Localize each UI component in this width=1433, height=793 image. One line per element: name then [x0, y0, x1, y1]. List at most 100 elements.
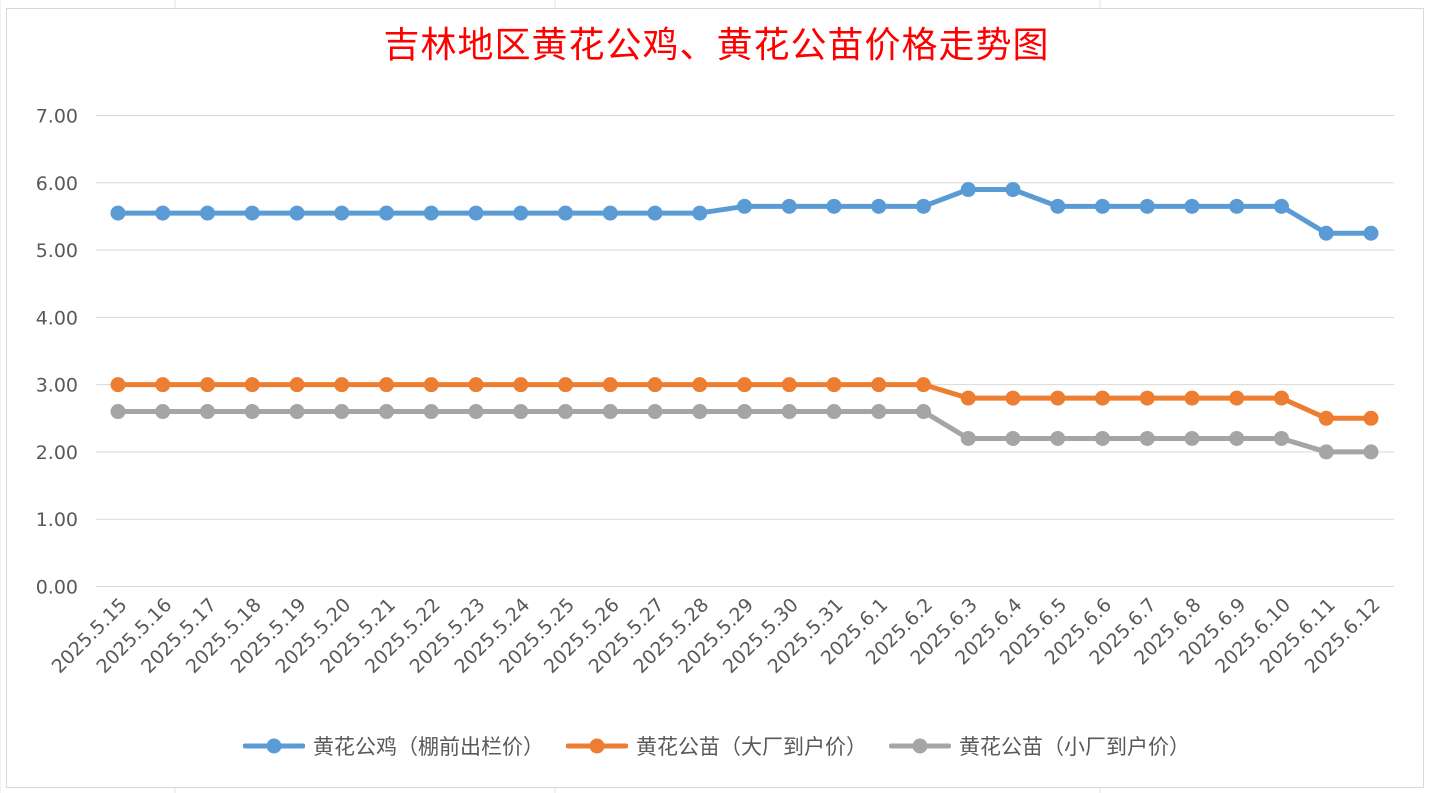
data-point-series-2 — [826, 377, 842, 393]
legend-swatch — [889, 738, 951, 754]
data-point-series-3 — [289, 404, 305, 420]
legend-item-1[interactable]: 黄花公鸡（棚前出栏价） — [243, 731, 544, 761]
data-point-series-2 — [647, 377, 663, 393]
data-point-series-3 — [1274, 430, 1289, 446]
data-point-series-2 — [1050, 390, 1066, 406]
data-point-series-2 — [1318, 410, 1334, 426]
y-tick-label: 0.00 — [36, 577, 78, 599]
data-point-series-3 — [513, 404, 529, 420]
data-point-series-3 — [737, 404, 752, 420]
data-point-series-2 — [334, 377, 350, 393]
data-point-series-3 — [558, 404, 573, 420]
data-point-series-1 — [244, 205, 260, 221]
data-point-series-1 — [871, 198, 887, 214]
data-point-series-2 — [1229, 390, 1245, 406]
data-point-series-1 — [200, 205, 215, 221]
data-point-series-1 — [513, 205, 529, 221]
data-point-series-1 — [1005, 182, 1021, 198]
data-point-series-1 — [289, 205, 305, 221]
data-point-series-2 — [155, 377, 171, 393]
data-point-series-3 — [1050, 430, 1066, 446]
data-point-series-2 — [379, 377, 394, 393]
data-point-series-1 — [781, 198, 797, 214]
data-point-series-1 — [737, 198, 752, 214]
data-point-series-2 — [1184, 390, 1200, 406]
legend-item-3[interactable]: 黄花公苗（小厂到户价） — [889, 731, 1190, 761]
data-point-series-3 — [1095, 430, 1110, 446]
data-point-series-3 — [602, 404, 618, 420]
data-point-series-3 — [826, 404, 842, 420]
data-point-series-3 — [244, 404, 260, 420]
data-point-series-3 — [110, 404, 126, 420]
data-point-series-3 — [1139, 430, 1155, 446]
data-point-series-2 — [468, 377, 484, 393]
data-point-series-1 — [110, 205, 126, 221]
data-point-series-3 — [916, 404, 931, 420]
data-point-series-1 — [423, 205, 439, 221]
legend-item-2[interactable]: 黄花公苗（大厂到户价） — [566, 731, 867, 761]
data-point-series-2 — [602, 377, 618, 393]
data-point-series-1 — [1139, 198, 1155, 214]
data-point-series-3 — [1005, 430, 1021, 446]
y-tick-label: 7.00 — [36, 106, 78, 128]
legend-label: 黄花公苗（小厂到户价） — [959, 735, 1190, 759]
legend-swatch — [566, 738, 628, 754]
data-point-series-2 — [1139, 390, 1155, 406]
data-point-series-1 — [960, 182, 976, 198]
data-point-series-1 — [647, 205, 663, 221]
data-point-series-1 — [334, 205, 350, 221]
y-tick-label: 2.00 — [36, 442, 78, 464]
data-point-series-1 — [155, 205, 171, 221]
data-point-series-2 — [781, 377, 797, 393]
data-point-series-2 — [289, 377, 305, 393]
data-point-series-3 — [334, 404, 350, 420]
data-point-series-3 — [692, 404, 708, 420]
data-point-series-1 — [602, 205, 618, 221]
data-point-series-2 — [244, 377, 260, 393]
data-point-series-2 — [737, 377, 752, 393]
data-point-series-3 — [647, 404, 663, 420]
y-tick-label: 5.00 — [36, 240, 78, 262]
data-point-series-1 — [558, 205, 573, 221]
data-point-series-2 — [871, 377, 887, 393]
legend-label: 黄花公鸡（棚前出栏价） — [313, 735, 544, 759]
legend-swatch — [243, 738, 305, 754]
data-point-series-1 — [826, 198, 842, 214]
data-point-series-3 — [1184, 430, 1200, 446]
data-point-series-2 — [423, 377, 439, 393]
data-point-series-2 — [1274, 390, 1289, 406]
data-point-series-1 — [379, 205, 394, 221]
data-point-series-2 — [916, 377, 931, 393]
data-point-series-2 — [1095, 390, 1110, 406]
data-point-series-2 — [110, 377, 126, 393]
data-point-series-1 — [916, 198, 931, 214]
data-point-series-3 — [781, 404, 797, 420]
data-point-series-2 — [558, 377, 573, 393]
data-point-series-1 — [1363, 225, 1379, 241]
y-tick-label: 1.00 — [36, 509, 78, 531]
data-point-series-2 — [513, 377, 529, 393]
data-point-series-3 — [960, 430, 976, 446]
data-point-series-2 — [200, 377, 215, 393]
y-tick-label: 6.00 — [36, 173, 78, 195]
data-point-series-1 — [692, 205, 708, 221]
data-point-series-1 — [468, 205, 484, 221]
data-point-series-1 — [1095, 198, 1110, 214]
data-point-series-3 — [379, 404, 394, 420]
data-point-series-3 — [200, 404, 215, 420]
data-point-series-3 — [468, 404, 484, 420]
data-point-series-1 — [1274, 198, 1289, 214]
data-point-series-1 — [1050, 198, 1066, 214]
data-point-series-2 — [960, 390, 976, 406]
data-point-series-3 — [1229, 430, 1245, 446]
y-tick-label: 4.00 — [36, 307, 78, 329]
data-point-series-3 — [871, 404, 887, 420]
data-point-series-2 — [692, 377, 708, 393]
data-point-series-1 — [1184, 198, 1200, 214]
data-point-series-1 — [1229, 198, 1245, 214]
data-point-series-3 — [423, 404, 439, 420]
legend-label: 黄花公苗（大厂到户价） — [636, 735, 867, 759]
data-point-series-3 — [1363, 444, 1379, 460]
data-point-series-2 — [1363, 410, 1379, 426]
y-tick-label: 3.00 — [36, 375, 78, 397]
